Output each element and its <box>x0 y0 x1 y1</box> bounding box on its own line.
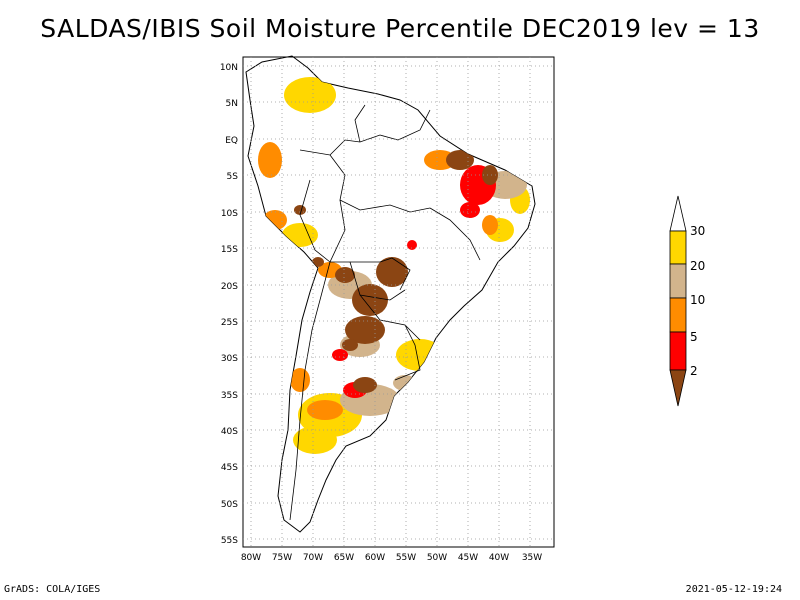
map-title: SALDAS/IBIS Soil Moisture Percentile DEC… <box>40 14 760 43</box>
lat-tick-label: 30S <box>221 354 238 364</box>
lat-tick-label: 10N <box>220 63 238 73</box>
legend-10-20-swatch <box>669 263 687 299</box>
lat-tick-label: 50S <box>221 500 238 510</box>
longitude-labels: 80W 75W 70W 65W 60W 55W 50W 45W 40W 35W <box>241 553 542 563</box>
continent-outline <box>245 55 536 533</box>
lat-tick-label: 20S <box>221 282 238 292</box>
lat-tick-label: 25S <box>221 318 238 328</box>
lat-tick-label: 45S <box>221 463 238 473</box>
lat-tick-label: 5N <box>226 99 238 109</box>
legend-label-2: 2 <box>690 364 698 378</box>
lon-tick-label: 50W <box>427 553 447 563</box>
legend-20-30-swatch <box>669 230 687 265</box>
legend-below-2-triangle <box>669 369 687 407</box>
legend-label-20: 20 <box>690 259 705 273</box>
footer-timestamp: 2021-05-12-19:24 <box>685 584 782 595</box>
lat-tick-label: 15S <box>221 245 238 255</box>
lon-tick-label: 35W <box>522 553 542 563</box>
legend-label-30: 30 <box>690 224 705 238</box>
legend-above-30-triangle <box>669 195 687 232</box>
footer-credit: GrADS: COLA/IGES <box>4 584 101 595</box>
lat-tick-label: 5S <box>227 172 239 182</box>
lon-tick-label: 70W <box>303 553 323 563</box>
lat-tick-label: 35S <box>221 391 238 401</box>
legend-labels: 2 5 10 20 30 <box>690 224 705 378</box>
legend-5-10-swatch <box>669 297 687 333</box>
lat-tick-label: EQ <box>225 136 238 146</box>
lat-tick-label: 55S <box>221 536 238 546</box>
lat-tick-label: 10S <box>221 209 238 219</box>
lon-tick-label: 75W <box>272 553 292 563</box>
lon-tick-label: 40W <box>489 553 509 563</box>
lon-tick-label: 80W <box>241 553 261 563</box>
lon-tick-label: 60W <box>365 553 385 563</box>
map-frame <box>242 56 555 548</box>
colorbar-legend <box>669 195 687 407</box>
legend-2-5-swatch <box>669 331 687 371</box>
country-borders <box>289 104 481 521</box>
gridlines <box>243 57 554 547</box>
lon-tick-label: 55W <box>396 553 416 563</box>
latitude-labels: 10N 5N EQ 5S 10S 15S 20S 25S 30S 35S 40S… <box>220 63 238 546</box>
percentile-shading <box>258 77 530 454</box>
lon-tick-label: 45W <box>458 553 478 563</box>
legend-label-10: 10 <box>690 293 705 307</box>
lat-tick-label: 40S <box>221 427 238 437</box>
lon-tick-label: 65W <box>334 553 354 563</box>
legend-label-5: 5 <box>690 330 698 344</box>
